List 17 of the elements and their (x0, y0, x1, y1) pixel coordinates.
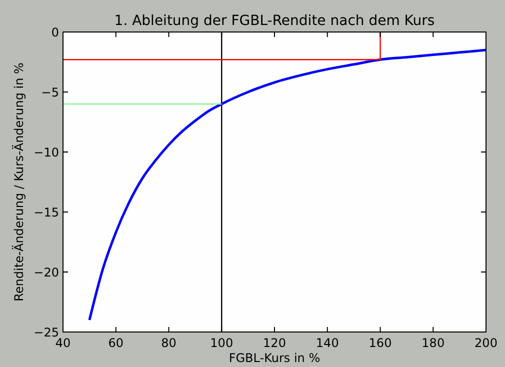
x-axis-title: FGBL-Kurs in % (228, 351, 320, 365)
x-tick-label: 140 (316, 336, 339, 350)
chart-title: 1. Ableitung der FGBL-Rendite nach dem Kurs (114, 13, 435, 29)
x-tick-label: 200 (474, 336, 498, 350)
y-tick-label: −20 (34, 266, 59, 280)
y-tick-label: 0 (51, 26, 59, 40)
y-axis-title: Rendite-Änderung / Kurs-Änderung in % (12, 62, 26, 302)
x-tick-label: 120 (263, 336, 286, 350)
y-tick-label: −15 (34, 206, 59, 220)
x-tick-label: 60 (108, 336, 124, 350)
x-tick-label: 100 (210, 336, 234, 350)
y-tick-label: −5 (41, 86, 59, 100)
x-tick-label: 160 (368, 336, 392, 350)
line-series (88, 48, 488, 322)
x-tick-label: 180 (422, 336, 445, 350)
y-tick-label: −10 (34, 146, 59, 160)
x-tick-label: 80 (161, 336, 176, 350)
